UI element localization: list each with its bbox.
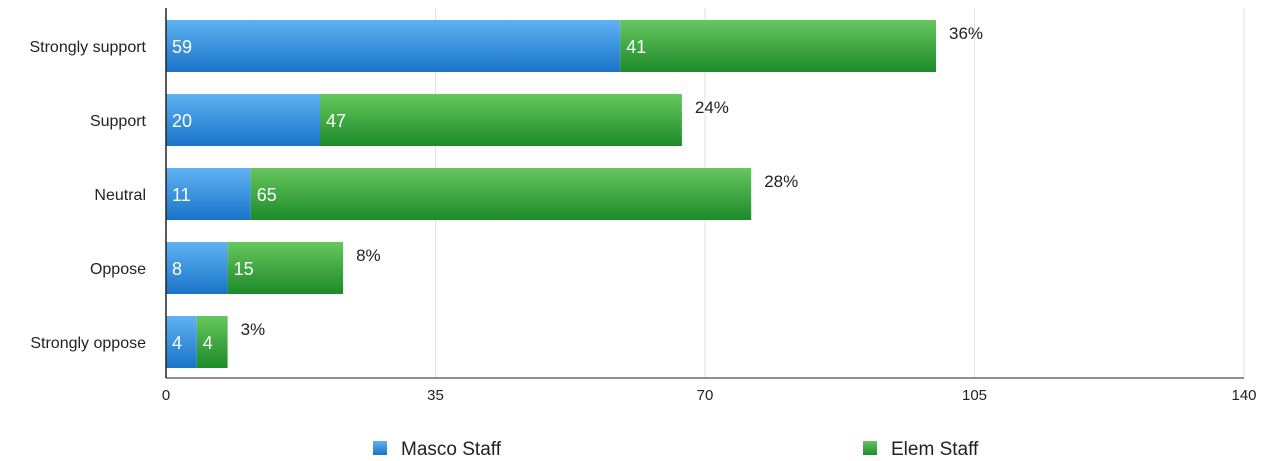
bar-segment bbox=[320, 94, 682, 146]
x-tick-label: 70 bbox=[697, 387, 714, 404]
data-label: 4 bbox=[172, 333, 182, 353]
percent-label: 3% bbox=[241, 320, 266, 339]
data-label: 65 bbox=[257, 185, 277, 205]
data-label: 59 bbox=[172, 37, 192, 57]
data-label: 11 bbox=[172, 185, 191, 205]
legend-label: Masco Staff bbox=[401, 439, 502, 460]
data-label: 20 bbox=[172, 111, 192, 131]
category-label: Neutral bbox=[94, 187, 146, 204]
bar-segment bbox=[620, 20, 936, 72]
x-tick-label: 35 bbox=[427, 387, 444, 404]
data-label: 8 bbox=[172, 259, 182, 279]
percent-label: 8% bbox=[356, 246, 381, 265]
data-label: 41 bbox=[626, 37, 646, 57]
percent-label: 36% bbox=[949, 24, 983, 43]
category-label: Support bbox=[90, 113, 147, 130]
bar-segment bbox=[227, 242, 344, 294]
x-tick-label: 105 bbox=[962, 387, 987, 404]
bars: 59 41 36% 20 47 24% 11 65 28% 8 15 8% 4 4 3% bbox=[166, 20, 983, 368]
bar-segment bbox=[196, 316, 228, 368]
data-label: 4 bbox=[203, 333, 213, 353]
bar-segment bbox=[166, 20, 621, 72]
bar-segment bbox=[250, 168, 752, 220]
percent-label: 28% bbox=[764, 172, 798, 191]
data-label: 47 bbox=[326, 111, 346, 131]
category-label: Oppose bbox=[90, 261, 146, 278]
data-label: 15 bbox=[234, 259, 254, 279]
bar-segment bbox=[166, 316, 197, 368]
bar-segment bbox=[166, 242, 228, 294]
percent-label: 24% bbox=[695, 98, 729, 117]
category-label: Strongly oppose bbox=[30, 335, 146, 352]
category-label: Strongly support bbox=[29, 39, 146, 56]
x-tick-label: 0 bbox=[162, 387, 170, 404]
x-tick-label: 140 bbox=[1231, 387, 1256, 404]
legend-item: Elem Staff bbox=[863, 439, 979, 460]
legend-swatch bbox=[373, 441, 387, 455]
legend-label: Elem Staff bbox=[891, 439, 979, 460]
legend: Masco Staff Elem Staff bbox=[373, 439, 979, 460]
legend-swatch bbox=[863, 441, 877, 455]
axes: 0 35 70 105 140 Strongly support Support Neutra… bbox=[29, 8, 1257, 404]
bar-segment bbox=[166, 168, 251, 220]
legend-item: Masco Staff bbox=[373, 439, 502, 460]
bar-segment bbox=[166, 94, 320, 146]
